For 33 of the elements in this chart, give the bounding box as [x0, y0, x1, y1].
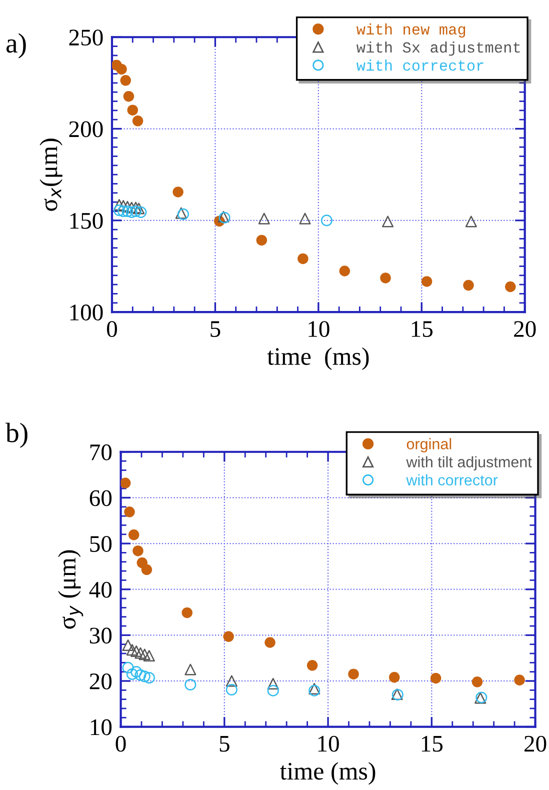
x-tick-label: 20 — [514, 321, 536, 337]
chart-title: a) — [6, 33, 26, 58]
chart-title: b) — [5, 422, 28, 448]
y-tick-label: 30 — [90, 628, 112, 644]
y-tick-label: 60 — [90, 490, 112, 506]
x-axis-title: time (ms) — [280, 762, 376, 785]
y-tick-label: 20 — [90, 673, 112, 690]
x-tick-label: 0 — [116, 736, 126, 752]
legend-label: with new mag — [356, 23, 466, 38]
x-tick-label: 5 — [220, 736, 230, 752]
y-tick-label: 250 — [69, 30, 103, 46]
y-tick-label: 10 — [90, 719, 112, 736]
y-tick-label: 200 — [69, 121, 103, 138]
x-tick-label: 15 — [412, 321, 433, 337]
x-tick-label: 0 — [106, 321, 117, 337]
x-tick-label: 20 — [524, 736, 546, 752]
x-tick-label: 10 — [318, 736, 339, 752]
x-tick-label: 10 — [308, 321, 330, 337]
y-axis-title: σ$_{x}$(μm) — [40, 138, 62, 211]
legend-label: with Sx adjustment — [356, 41, 520, 56]
y-tick-label: 70 — [90, 444, 112, 460]
y-tick-label: 50 — [90, 536, 112, 552]
legend-label: with corrector — [356, 60, 484, 71]
legend-label: orginal — [406, 438, 452, 452]
x-tick-label: 5 — [210, 321, 220, 337]
x-axis-title: time (ms) — [267, 347, 369, 370]
y-axis-title: σ$_{y}$ (μm) — [58, 550, 84, 629]
legend-label: with corrector — [406, 474, 498, 486]
x-tick-label: 15 — [422, 736, 443, 752]
y-tick-label: 100 — [70, 304, 103, 320]
y-tick-label: 150 — [70, 212, 103, 229]
legend-label: with tilt adjustment — [406, 456, 532, 470]
y-tick-label: 40 — [89, 582, 112, 598]
